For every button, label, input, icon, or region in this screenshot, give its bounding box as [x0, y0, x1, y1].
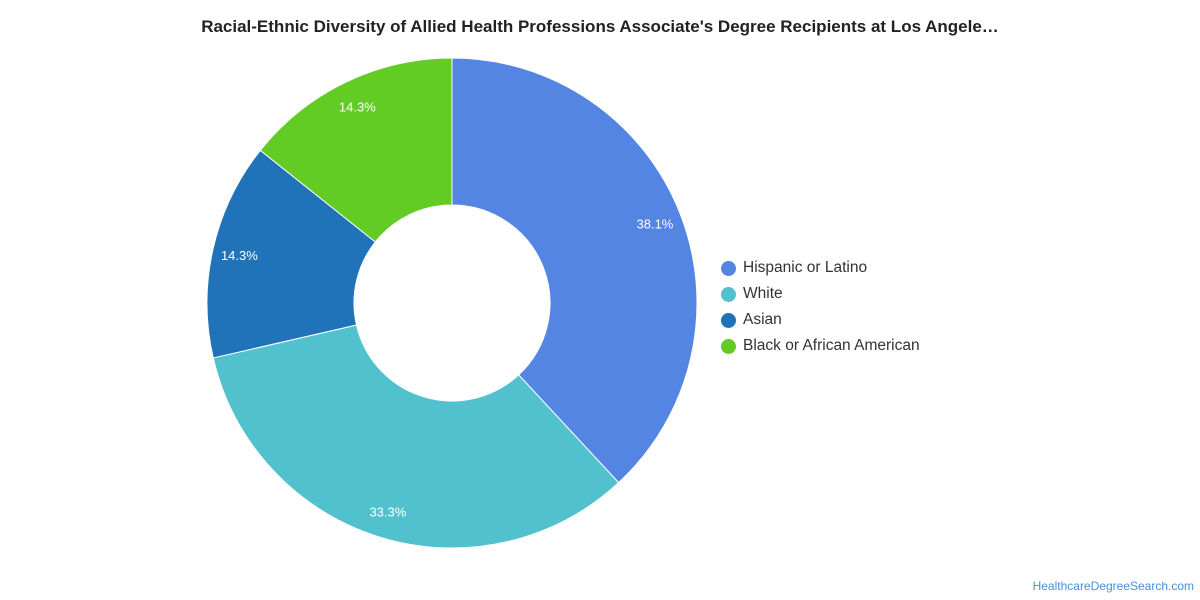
legend-label: Hispanic or Latino	[743, 259, 868, 276]
legend-item-0[interactable]: Hispanic or Latino	[721, 255, 920, 281]
slice-2[interactable]	[206, 149, 377, 359]
legend: Hispanic or Latino White Asian Black or Afr…	[721, 255, 920, 359]
slice-label-3: 14.3%	[339, 100, 376, 115]
legend-item-2[interactable]: Asian	[721, 307, 920, 333]
slice-label-2: 14.3%	[221, 248, 258, 263]
slice-label-1: 33.3%	[369, 504, 406, 519]
slice-1[interactable]	[212, 324, 620, 549]
slice-0[interactable]	[451, 57, 698, 484]
source-link[interactable]: HealthcareDegreeSearch.com	[1032, 579, 1194, 593]
legend-item-1[interactable]: White	[721, 281, 920, 307]
legend-label: Black or African American	[743, 337, 920, 354]
legend-item-3[interactable]: Black or African American	[721, 333, 920, 359]
legend-swatch	[721, 338, 736, 354]
slice-3[interactable]	[259, 57, 453, 243]
legend-label: White	[743, 285, 783, 302]
legend-label: Asian	[743, 311, 782, 328]
slice-label-0: 38.1%	[637, 216, 674, 231]
legend-swatch	[721, 260, 736, 276]
legend-swatch	[721, 312, 736, 328]
chart-title: Racial-Ethnic Diversity of Allied Health…	[201, 17, 999, 36]
legend-swatch	[721, 286, 736, 302]
